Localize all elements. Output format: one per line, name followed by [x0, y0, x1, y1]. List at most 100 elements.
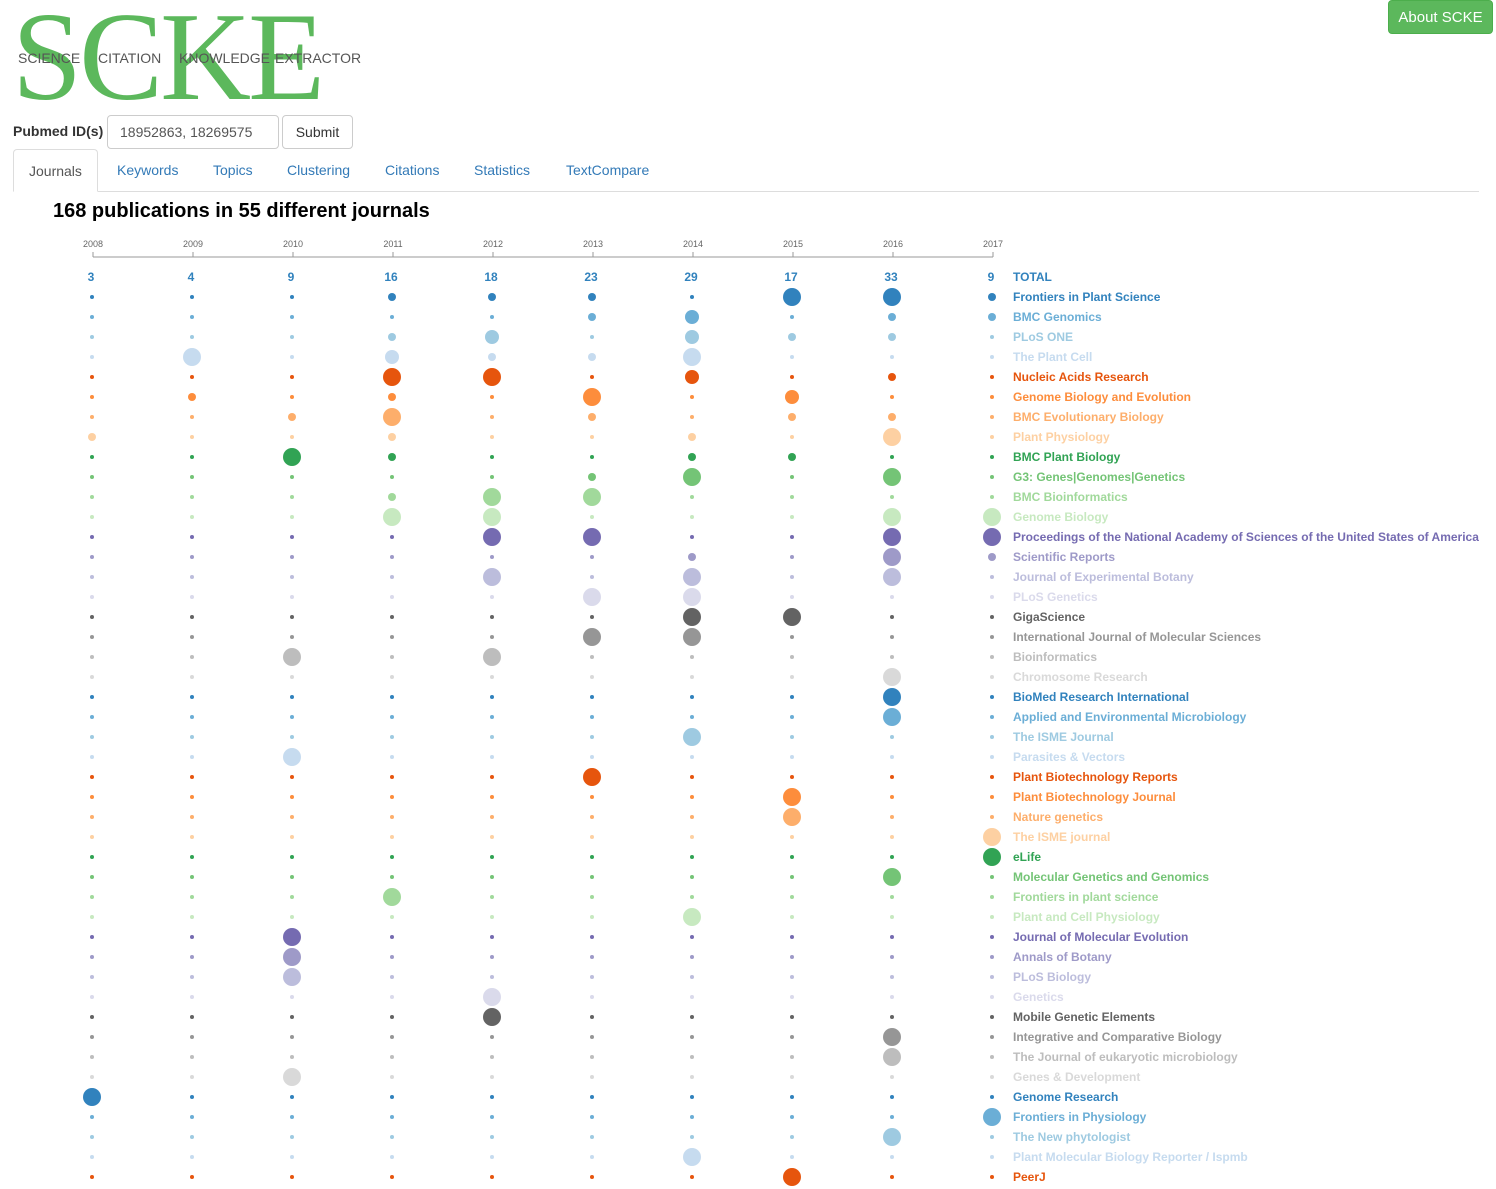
- year-total: 17: [784, 270, 798, 284]
- tab-keywords[interactable]: Keywords: [117, 162, 179, 178]
- journal-year-dot: [490, 855, 494, 859]
- journal-year-dot: [790, 675, 794, 679]
- submit-button[interactable]: Submit: [282, 115, 353, 149]
- journal-year-dot: [783, 608, 801, 626]
- journal-year-dot: [490, 1055, 494, 1059]
- journal-name: Integrative and Comparative Biology: [1013, 1030, 1222, 1044]
- scke-logo: SCKE SCIENCE CITATION KNOWLEDGE EXTRACTO…: [12, 0, 361, 121]
- journal-year-dot: [683, 348, 701, 366]
- journal-year-dot: [390, 715, 394, 719]
- journal-year-dot: [290, 295, 294, 299]
- journal-year-dot: [490, 315, 494, 319]
- journal-year-dot: [590, 1055, 594, 1059]
- journal-year-dot: [683, 1148, 701, 1166]
- journal-year-dot: [690, 875, 694, 879]
- tab-clustering[interactable]: Clustering: [287, 162, 351, 178]
- journal-year-dot: [490, 435, 494, 439]
- journal-year-dot: [90, 615, 94, 619]
- journal-name: International Journal of Molecular Scien…: [1013, 630, 1261, 644]
- tab-statistics[interactable]: Statistics: [474, 162, 531, 178]
- journal-year-dot: [690, 935, 694, 939]
- summary-title: 168 publications in 55 different journal…: [53, 200, 430, 222]
- journal-year-dot: [90, 815, 94, 819]
- journal-year-dot: [190, 1055, 194, 1059]
- journal-year-dot: [883, 1048, 901, 1066]
- journal-year-dot: [90, 775, 94, 779]
- tab-journals[interactable]: Journals: [13, 149, 98, 192]
- journal-year-dot: [190, 495, 194, 499]
- journal-year-dot: [790, 1135, 794, 1139]
- journal-year-dot: [490, 475, 494, 479]
- journal-year-dot: [590, 935, 594, 939]
- journal-year-dot: [190, 435, 194, 439]
- journal-year-dot: [983, 848, 1001, 866]
- journal-year-dot: [983, 528, 1001, 546]
- journal-year-dot: [988, 553, 996, 561]
- journal-year-dot: [990, 475, 994, 479]
- journal-year-dot: [490, 1075, 494, 1079]
- journal-year-dot: [685, 370, 699, 384]
- journal-year-dot: [390, 955, 394, 959]
- journal-year-dot: [790, 1095, 794, 1099]
- journal-year-dot: [790, 695, 794, 699]
- journal-year-dot: [90, 575, 94, 579]
- journal-name: Plant Biotechnology Journal: [1013, 790, 1176, 804]
- journal-year-dot: [483, 368, 501, 386]
- journal-year-dot: [390, 1075, 394, 1079]
- year-total: 9: [988, 270, 995, 284]
- journal-year-dot: [590, 1035, 594, 1039]
- tab-topics[interactable]: Topics: [213, 162, 253, 178]
- journal-year-dot: [490, 455, 494, 459]
- journal-year-dot: [890, 955, 894, 959]
- pubmed-id-input[interactable]: [107, 115, 279, 149]
- journal-year-dot: [290, 375, 294, 379]
- journal-year-dot: [790, 355, 794, 359]
- journal-year-dot: [990, 995, 994, 999]
- journal-year-dot: [290, 735, 294, 739]
- journal-year-dot: [790, 975, 794, 979]
- journal-year-dot: [290, 715, 294, 719]
- journal-year-dot: [490, 415, 494, 419]
- tab-citations[interactable]: Citations: [385, 162, 440, 178]
- tab-bar: Journals Keywords Topics Clustering Cita…: [13, 149, 1479, 192]
- journal-year-dot: [90, 1035, 94, 1039]
- journal-year-dot: [888, 373, 896, 381]
- journal-name: Genome Biology: [1013, 510, 1109, 524]
- journal-year-dot: [190, 835, 194, 839]
- journal-year-dot: [890, 895, 894, 899]
- journal-year-dot: [288, 413, 296, 421]
- journal-year-dot: [390, 1095, 394, 1099]
- journal-year-dot: [390, 635, 394, 639]
- journal-year-dot: [690, 835, 694, 839]
- journal-year-dot: [190, 335, 194, 339]
- journal-year-dot: [390, 1115, 394, 1119]
- journal-year-dot: [490, 1155, 494, 1159]
- tab-textcompare[interactable]: TextCompare: [566, 162, 650, 178]
- journal-year-dot: [190, 635, 194, 639]
- year-label: 2010: [283, 239, 303, 249]
- journal-year-dot: [690, 815, 694, 819]
- journal-year-dot: [390, 795, 394, 799]
- journal-year-dot: [683, 728, 701, 746]
- journal-year-dot: [90, 715, 94, 719]
- journal-year-dot: [790, 855, 794, 859]
- journal-name: PLoS ONE: [1013, 330, 1073, 344]
- journal-year-dot: [890, 775, 894, 779]
- journal-year-dot: [890, 735, 894, 739]
- journal-name: Frontiers in Physiology: [1013, 1110, 1147, 1124]
- journal-year-dot: [490, 675, 494, 679]
- journal-year-dot: [190, 875, 194, 879]
- journal-year-dot: [890, 1115, 894, 1119]
- journal-year-dot: [90, 1135, 94, 1139]
- about-button[interactable]: About SCKE: [1388, 0, 1493, 34]
- journal-year-dot: [390, 1175, 394, 1179]
- journal-year-dot: [790, 575, 794, 579]
- journal-year-dot: [390, 695, 394, 699]
- journal-year-dot: [190, 515, 194, 519]
- journal-year-dot: [390, 835, 394, 839]
- journal-year-dot: [390, 975, 394, 979]
- journal-year-dot: [990, 575, 994, 579]
- year-label: 2015: [783, 239, 803, 249]
- journal-name: Plant Biotechnology Reports: [1013, 770, 1178, 784]
- journal-year-dot: [290, 835, 294, 839]
